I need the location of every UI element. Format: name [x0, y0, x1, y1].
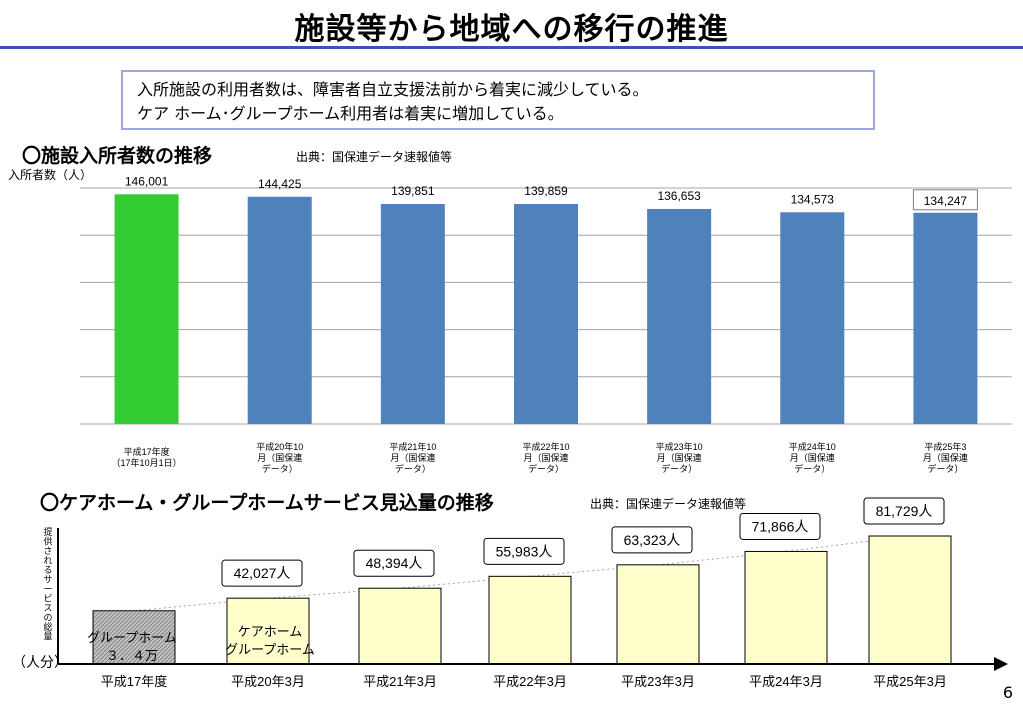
bar-inner-label: ３．４万: [106, 648, 158, 663]
tick-label: 月（国保連: [790, 452, 835, 463]
bar: [92, 610, 176, 665]
bar: [488, 575, 572, 665]
chart2-title: 〇ケアホーム・グループホームサービス見込量の推移: [40, 492, 494, 514]
bar: [744, 550, 828, 665]
data-label: 139,851: [391, 184, 435, 198]
tick-label: データ）: [528, 463, 564, 474]
ylabel-char: 総: [43, 621, 52, 632]
bar: [868, 535, 952, 665]
tick-label: 平成25年3: [924, 441, 966, 452]
chart2-source: 出典：国保連データ速報値等: [590, 497, 747, 511]
bar: [647, 208, 712, 424]
ylabel-char: サ: [43, 575, 52, 585]
tick-label: 平成22年10: [522, 441, 569, 452]
chart1-source: 出典：国保連データ速報値等: [296, 150, 453, 164]
data-label: 146,001: [125, 174, 169, 188]
value-callout-box: [353, 549, 435, 577]
value-callout-box: [739, 512, 821, 540]
data-label: 81,729人: [876, 503, 933, 519]
bar-inner-label: グループホーム: [225, 642, 315, 657]
summary-box: 入所施設の利用者数は、障害者自立支援法前から着実に減少している。 ケア ホーム･…: [121, 70, 875, 130]
data-label: 55,983人: [496, 543, 553, 559]
ylabel-char: 提: [43, 527, 52, 537]
tick-label: データ）: [661, 463, 697, 474]
value-callout-box: [611, 526, 693, 554]
tick-label: 平成23年10: [656, 441, 703, 452]
page-title: 施設等から地域への移行の推進: [294, 12, 729, 47]
ylabel-char: さ: [43, 546, 52, 556]
bar: [247, 196, 312, 424]
tick-label: 平成20年10: [256, 441, 303, 452]
ylabel-char: の: [43, 613, 52, 623]
tick-label: 平成21年10: [389, 441, 436, 452]
bar: [380, 203, 445, 424]
tick-label: 月（国保連: [390, 452, 435, 463]
tick-label: データ）: [794, 463, 830, 474]
data-label: 48,394人: [366, 555, 423, 571]
ylabel-char: ー: [43, 584, 52, 594]
ylabel-char: 量: [43, 632, 52, 642]
bar: [780, 212, 845, 424]
bar: [358, 587, 442, 665]
ylabel-char: れ: [43, 556, 52, 566]
tick-label: 平成23年3月: [621, 674, 695, 689]
bar: [226, 597, 310, 665]
chart1-title: 〇施設入所者数の推移: [22, 145, 213, 167]
ylabel-char: る: [43, 565, 52, 575]
data-label: 71,866人: [752, 518, 809, 534]
data-label: 134,573: [791, 192, 835, 206]
tick-label: データ）: [395, 463, 431, 474]
bar-inner-label: ケアホーム: [238, 624, 303, 639]
tick-label: 平成22年3月: [493, 674, 567, 689]
page-number: 6: [1002, 683, 1013, 702]
tick-label: 平成20年3月: [231, 674, 305, 689]
ylabel-char: 供: [43, 536, 52, 547]
bar: [913, 212, 978, 424]
bar: [514, 203, 578, 424]
x-axis-arrow: [994, 657, 1008, 671]
summary-line-2: ケア ホーム･グループホーム利用者は着実に増加している。: [137, 104, 564, 123]
tick-label: 月（国保連: [257, 452, 302, 463]
data-label: 144,425: [258, 177, 302, 191]
tick-label: 月（国保連: [523, 452, 568, 463]
tick-label: 月（国保連: [657, 452, 702, 463]
tick-label: 平成25年3月: [873, 674, 947, 689]
tick-label: 平成24年3月: [749, 674, 823, 689]
tick-label: 平成17年度: [124, 446, 170, 457]
data-label-box: [912, 189, 978, 211]
chart1-ylabel: 入所者数（人）: [8, 168, 93, 182]
data-label: 136,653: [657, 189, 701, 203]
data-label: 134,247: [924, 194, 968, 208]
data-label: 42,027人: [234, 565, 291, 581]
data-label: 63,323人: [624, 532, 681, 548]
value-callout-box: [483, 537, 565, 565]
value-callout-box: [221, 559, 303, 587]
bar: [114, 194, 179, 424]
summary-line-1: 入所施設の利用者数は、障害者自立支援法前から着実に減少している。: [137, 80, 649, 99]
tick-label: （17年10月1日）: [112, 457, 182, 468]
data-label: 139,859: [524, 184, 568, 198]
tick-label: データ）: [927, 463, 963, 474]
tick-label: データ）: [262, 463, 298, 474]
tick-label: 平成21年3月: [363, 674, 437, 689]
ylabel-char: ス: [43, 603, 52, 613]
ylabel-char: ビ: [43, 594, 52, 604]
bar-inner-label: グループホーム: [87, 630, 177, 645]
tick-label: 月（国保連: [923, 452, 968, 463]
tick-label: 平成17年度: [101, 674, 167, 689]
title-rule: [0, 46, 1023, 49]
value-callout-box: [863, 497, 945, 525]
chart2-yunit: （人分）: [12, 655, 68, 671]
bar: [616, 564, 700, 665]
tick-label: 平成24年10: [789, 441, 836, 452]
